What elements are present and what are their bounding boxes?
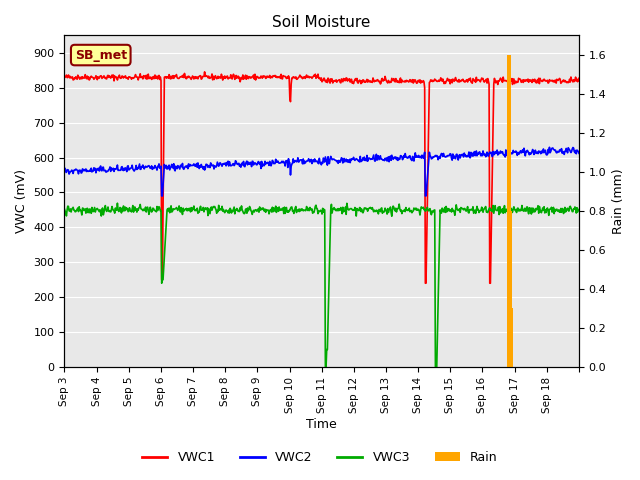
Legend: VWC1, VWC2, VWC3, Rain: VWC1, VWC2, VWC3, Rain <box>138 446 502 469</box>
Y-axis label: VWC (mV): VWC (mV) <box>15 169 28 233</box>
Bar <box>507 74 511 367</box>
Text: SB_met: SB_met <box>75 48 127 61</box>
Bar <box>509 309 513 367</box>
Y-axis label: Rain (mm): Rain (mm) <box>612 168 625 234</box>
X-axis label: Time: Time <box>307 419 337 432</box>
Bar <box>508 211 512 367</box>
Bar <box>506 55 511 367</box>
Title: Soil Moisture: Soil Moisture <box>273 15 371 30</box>
